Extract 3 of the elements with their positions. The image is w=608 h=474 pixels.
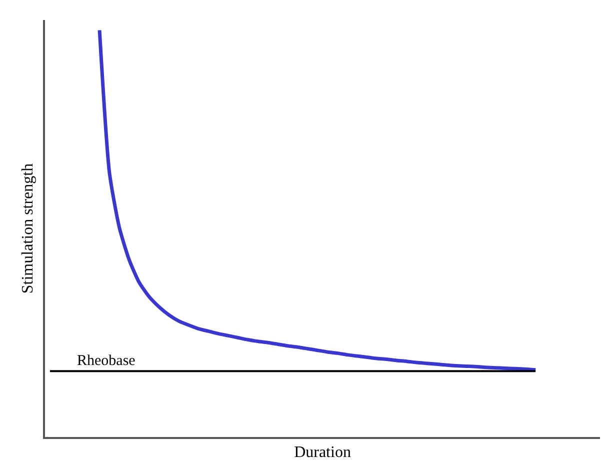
ref-line-label: Rheobase — [77, 353, 136, 369]
x-axis-title: Duration — [294, 444, 351, 461]
y-axis-title: Stimulation strength — [20, 163, 37, 294]
